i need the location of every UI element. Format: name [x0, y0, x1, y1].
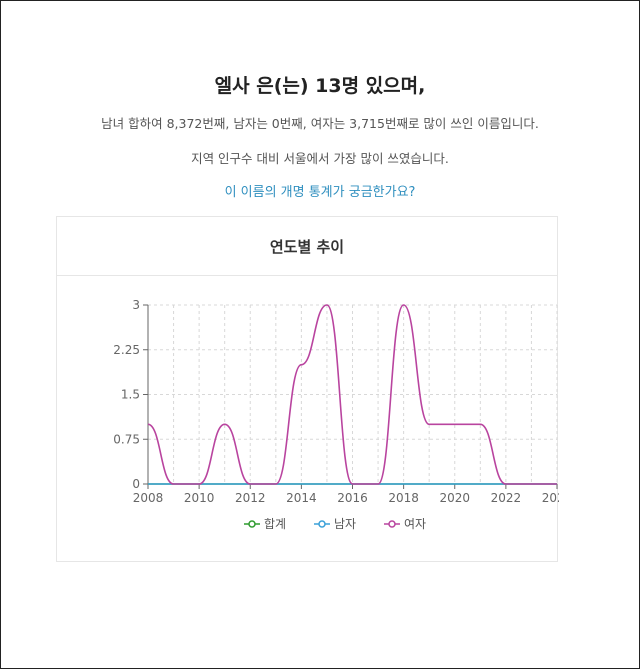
x-tick-label: 2018 — [388, 491, 419, 505]
y-tick-label: 3 — [132, 298, 140, 312]
legend-marker-합계 — [248, 520, 256, 528]
headline: 엘사 은(는) 13명 있으며, — [214, 75, 426, 97]
legend-label-합계: 합계 — [264, 517, 286, 531]
x-tick-label: 2012 — [235, 491, 266, 505]
yearly-trend-chart: 0 0.75 1.5 2.25 3 2008 2010 2012 2014 2016 2018 202… — [113, 298, 559, 531]
legend-label-남자: 남자 — [334, 517, 356, 531]
series-line-여자 — [147, 304, 557, 485]
legend-marker-여자 — [388, 520, 396, 528]
yearly-trend-card: 연도별 추이 0 0.75 1.5 2.25 3 2008 2010 2012 2014 2016… — [56, 216, 559, 562]
legend-label-여자: 여자 — [404, 517, 426, 531]
region-summary: 지역 인구수 대비 서울에서 가장 많이 쓰였습니다. — [191, 151, 449, 166]
rename-stats-link[interactable]: 이 이름의 개명 통계가 궁금한가요? — [224, 185, 416, 200]
x-tick-label: 2014 — [286, 491, 317, 505]
y-tick-label: 1.5 — [121, 388, 140, 402]
x-tick-label: 2020 — [439, 491, 470, 505]
x-tick-label: 2010 — [184, 491, 215, 505]
y-tick-label: 2.25 — [113, 343, 140, 357]
rank-summary: 남녀 합하여 8,372번째, 남자는 0번째, 여자는 3,715번째로 많이… — [101, 116, 539, 131]
x-tick-label: 2016 — [337, 491, 368, 505]
x-tick-label: 2022 — [491, 491, 522, 505]
x-tick-label: 2008 — [133, 491, 164, 505]
x-tick-label: 2024 — [542, 491, 559, 505]
y-tick-label: 0 — [132, 477, 140, 491]
y-tick-label: 0.75 — [113, 432, 140, 446]
card-title: 연도별 추이 — [57, 217, 557, 276]
legend-marker-남자 — [318, 520, 326, 528]
